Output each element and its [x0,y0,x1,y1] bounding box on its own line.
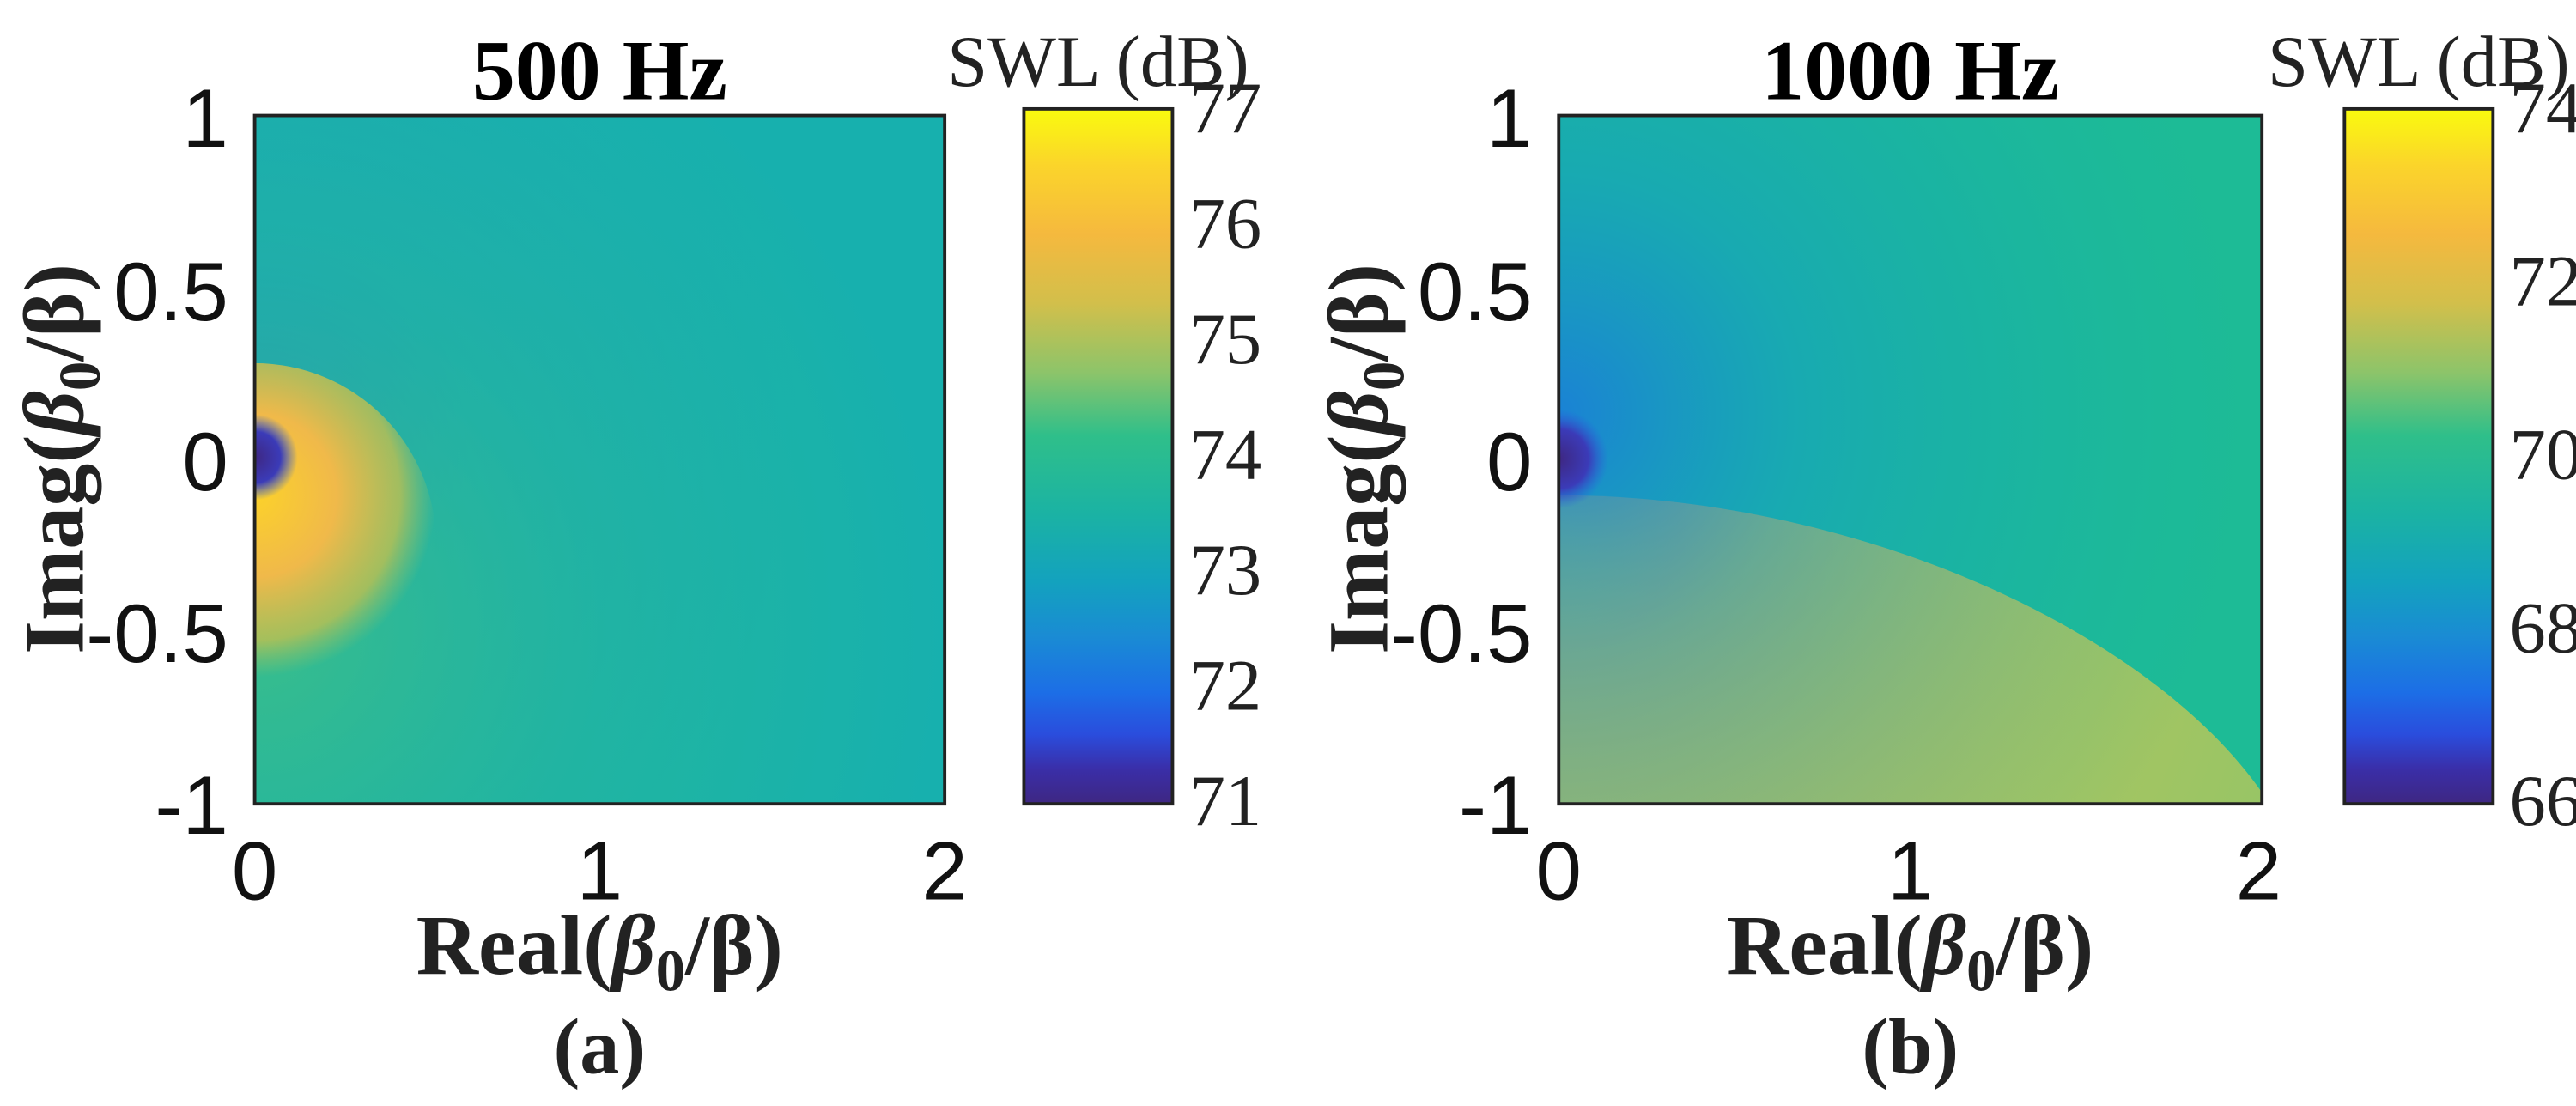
x-tick-label: 0 [232,826,277,918]
colorbar-a-gradient [1022,106,1175,806]
colorbar-a: SWL (dB) 77 76 75 74 73 72 71 [947,22,1261,842]
x-tick-label: 2 [2236,826,2281,918]
x-ticks-b: 0 1 2 [1536,826,2282,918]
chart-b-title: 1000 Hz [1761,22,2059,118]
y-axis-label-a: Imag(β0/β) [7,264,112,654]
heatmap-b [1558,115,2263,805]
colorbar-tick: 73 [1189,531,1262,611]
y-tick-label: 1 [182,73,228,165]
colorbar-tick: 74 [2510,69,2576,149]
chart-a-title: 500 Hz [472,22,727,118]
heatmap-a-min-spot [254,414,298,501]
colorbar-tick: 77 [1189,69,1262,149]
y-axis-label-b: Imag(β0/β) [1310,264,1416,654]
chart-b: 1000 Hz 1 0.5 0 -0.5 -1 0 1 2 Real(β0/β)… [1310,22,2576,1091]
x-axis-label-a: Real(β0/β) [416,897,783,1003]
panel-label-a: (a) [554,1003,647,1091]
y-tick-label: -0.5 [1390,588,1533,680]
colorbar-b-title: SWL (dB) [2268,22,2570,102]
y-tick-label: 0 [182,416,228,508]
y-tick-label: -1 [155,760,228,852]
panel-label-b: (b) [1862,1003,1959,1091]
colorbar-tick: 72 [2510,242,2576,322]
colorbar-tick: 71 [1189,762,1262,842]
y-tick-label: -0.5 [86,588,228,680]
colorbar-tick: 68 [2510,588,2576,668]
x-tick-label: 1 [1887,826,1933,918]
colorbar-a-title: SWL (dB) [947,22,1249,102]
y-tick-label: 0.5 [113,246,228,338]
x-tick-label: 1 [577,826,623,918]
colorbar-b: SWL (dB) 74 72 70 68 66 [2268,22,2576,842]
heatmap-b-min-spot [1558,409,1608,509]
colorbar-tick: 75 [1189,300,1262,380]
chart-a: 500 Hz 1 0.5 0 -0.5 -1 0 1 2 Real(β0/β) … [7,22,1262,1091]
heatmap-b-low-region [1558,115,2263,805]
colorbar-tick: 70 [2510,415,2576,495]
x-axis-label-b: Real(β0/β) [1727,897,2093,1003]
y-ticks-b: 1 0.5 0 -0.5 -1 [1390,73,1533,852]
y-tick-label: 1 [1486,73,1532,165]
y-tick-label: -1 [1459,760,1532,852]
y-tick-label: 0.5 [1418,246,1533,338]
colorbar-tick: 66 [2510,762,2576,842]
heatmap-a-max-spot [254,362,436,726]
x-ticks-a: 0 1 2 [232,826,968,918]
y-tick-label: 0 [1486,416,1532,508]
axes-box-a [252,113,947,806]
axes-box-b [1557,113,2264,806]
x-tick-label: 0 [1536,826,1582,918]
x-tick-label: 2 [921,826,967,918]
colorbar-b-gradient [2342,106,2495,806]
colorbar-tick: 76 [1189,184,1262,264]
colorbar-tick: 72 [1189,647,1262,726]
colorbar-tick: 74 [1189,415,1262,495]
y-ticks-a: 1 0.5 0 -0.5 -1 [86,73,228,852]
heatmap-a [254,115,945,805]
